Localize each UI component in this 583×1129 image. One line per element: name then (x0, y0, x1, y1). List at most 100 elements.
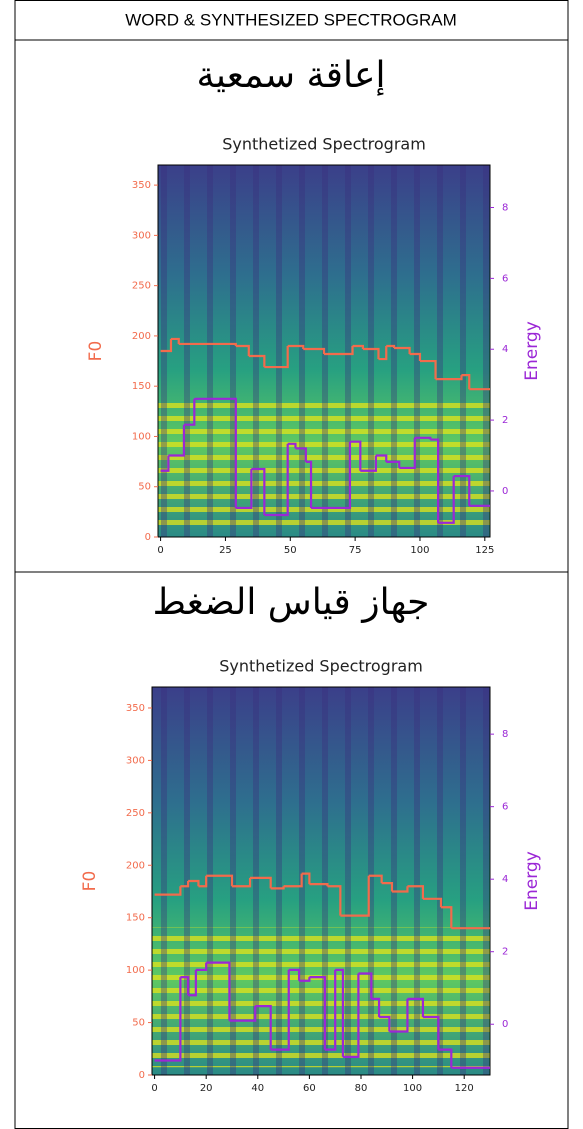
y-tick-label: 350 (126, 703, 145, 714)
chart-title: Synthetized Spectrogram (219, 657, 423, 676)
step-segment (422, 897, 443, 908)
step-segment (438, 476, 455, 524)
step-segment (160, 455, 170, 472)
step-segment (305, 460, 313, 508)
y2-tick-label: 6 (502, 802, 508, 813)
step-segment (299, 977, 311, 982)
chart-title: Synthetized Spectrogram (222, 135, 426, 154)
step-segment (170, 337, 180, 344)
spectrogram-texture (152, 687, 490, 1075)
step-segment (438, 1048, 453, 1068)
step-segment (378, 345, 388, 361)
step-segment (250, 876, 272, 889)
word: إعاقة سمعية (197, 55, 386, 96)
y2-tick-label: 0 (502, 1019, 508, 1030)
step-segment (264, 345, 289, 369)
y-tick-label: 0 (139, 1070, 145, 1081)
step-segment (183, 398, 196, 426)
step-segment (461, 374, 471, 390)
step-segment (324, 969, 337, 1051)
step-segment (407, 885, 425, 899)
y-tick-label: 150 (126, 913, 145, 924)
x-tick-label: 50 (284, 545, 297, 556)
step-segment (419, 359, 437, 380)
step-segment (154, 977, 182, 1062)
step-segment (386, 344, 396, 348)
step-segment (206, 961, 231, 1021)
plot-frame (157, 164, 491, 538)
step-segment (340, 875, 370, 917)
y-tick-label: 300 (132, 230, 151, 241)
step-segment (309, 975, 326, 1050)
y-tick-label: 150 (132, 381, 151, 392)
y-axis-label: F0 (80, 871, 100, 892)
step-segment (270, 969, 290, 1051)
step-segment (195, 962, 208, 971)
x-tick-label: 125 (475, 545, 494, 556)
x-tick-label: 20 (200, 1083, 213, 1094)
y2-axis-label: Energy (522, 851, 542, 911)
y2-tick-label: 8 (502, 729, 508, 740)
x-tick-label: 100 (403, 1083, 422, 1094)
step-segment (255, 1005, 272, 1050)
y-tick-label: 100 (132, 431, 151, 442)
y-axis-label: F0 (86, 341, 106, 362)
step-segment (264, 443, 289, 517)
y-tick-label: 350 (132, 180, 151, 191)
y2-tick-label: 2 (502, 947, 508, 958)
y2-tick-label: 4 (502, 874, 508, 885)
step-segment (283, 873, 303, 888)
y-tick-label: 300 (126, 755, 145, 766)
step-segment (386, 460, 401, 468)
y-tick-label: 50 (138, 482, 151, 493)
step-segment (342, 973, 360, 1058)
step-segment (399, 437, 416, 470)
step-segment (375, 454, 388, 462)
y2-tick-label: 6 (502, 273, 508, 284)
x-tick-label: 75 (349, 545, 362, 556)
x-tick-label: 60 (303, 1083, 316, 1094)
x-tick-label: 120 (455, 1083, 474, 1094)
x-tick-label: 0 (151, 1083, 157, 1094)
y-tick-label: 0 (145, 532, 151, 543)
step-segment (160, 338, 173, 353)
step-segment (394, 346, 411, 355)
step-segment (368, 874, 383, 884)
y-tick-label: 200 (132, 331, 151, 342)
step-segment (311, 441, 352, 510)
step-segment (391, 886, 409, 893)
step-segment (381, 881, 394, 892)
step-segment (379, 1015, 391, 1032)
step-segment (295, 447, 307, 462)
y2-tick-label: 2 (502, 415, 508, 426)
step-segment (168, 424, 186, 457)
step-segment (358, 972, 373, 999)
step-segment (309, 883, 329, 887)
y-tick-label: 50 (132, 1018, 145, 1029)
step-segment (327, 885, 342, 916)
y2-tick-label: 4 (502, 344, 508, 355)
y2-tick-label: 0 (502, 486, 508, 497)
y-tick-label: 100 (126, 965, 145, 976)
step-segment (301, 872, 311, 885)
step-segment (248, 354, 266, 368)
step-segment (206, 874, 234, 887)
step-segment (371, 997, 381, 1017)
step-segment (422, 1015, 440, 1050)
y-tick-label: 200 (126, 860, 145, 871)
step-segment (188, 969, 197, 997)
step-segment (229, 1006, 257, 1022)
x-tick-label: 0 (157, 545, 163, 556)
x-tick-label: 80 (355, 1083, 368, 1094)
step-segment (352, 344, 365, 349)
step-segment (324, 345, 354, 356)
step-segment (349, 440, 362, 471)
step-segment (154, 886, 182, 896)
step-segment (198, 875, 208, 888)
step-segment (389, 998, 409, 1033)
step-segment (430, 438, 440, 523)
step-segment (303, 347, 326, 355)
x-tick-label: 100 (410, 545, 429, 556)
step-segment (188, 879, 200, 887)
